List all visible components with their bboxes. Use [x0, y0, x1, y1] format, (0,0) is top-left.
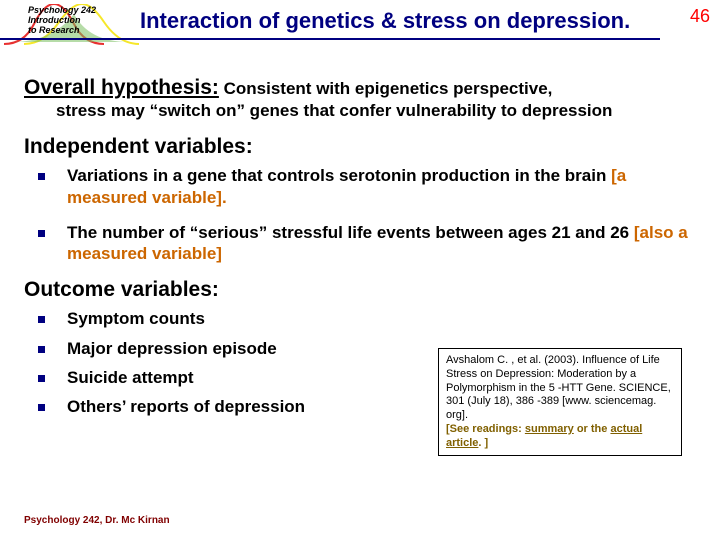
bullet-icon [38, 316, 45, 323]
iv-item-1-text: The number of “serious” stressful life e… [67, 223, 634, 242]
bullet-icon [38, 173, 45, 180]
citation-box: Avshalom C. , et al. (2003). Influence o… [438, 348, 682, 456]
list-item: Symptom counts [24, 308, 694, 329]
hypothesis-section: Overall hypothesis: Consistent with epig… [24, 76, 694, 121]
ov-head: Outcome variables: [24, 278, 694, 302]
bullet-icon [38, 404, 45, 411]
slide-footer: Psychology 242, Dr. Mc Kirnan [24, 515, 170, 526]
bullet-icon [38, 346, 45, 353]
citation-text: Avshalom C. , et al. (2003). Influence o… [446, 354, 671, 421]
list-item: The number of “serious” stressful life e… [24, 222, 694, 265]
hypothesis-head: Overall hypothesis: [24, 76, 219, 99]
title-underline [0, 38, 660, 40]
hypothesis-inline: Consistent with epigenetics perspective, [219, 79, 552, 98]
slide-title: Interaction of genetics & stress on depr… [140, 8, 630, 34]
ov-item-0: Symptom counts [67, 308, 205, 329]
list-item: Variations in a gene that controls serot… [24, 165, 694, 208]
ov-item-3: Others’ reports of depression [67, 396, 305, 417]
bullet-icon [38, 375, 45, 382]
iv-item-0-text: Variations in a gene that controls serot… [67, 166, 611, 185]
iv-head: Independent variables: [24, 135, 694, 159]
citation-see: [See readings: summary or the actual art… [446, 423, 642, 449]
citation-suffix: . ] [478, 437, 488, 449]
citation-link-summary[interactable]: summary [525, 423, 574, 435]
logo-line3: to Research [28, 26, 96, 36]
iv-item-1: The number of “serious” stressful life e… [67, 222, 694, 265]
page-number: 46 [690, 6, 710, 27]
iv-list: Variations in a gene that controls serot… [24, 165, 694, 264]
iv-item-0: Variations in a gene that controls serot… [67, 165, 694, 208]
logo-text: Psychology 242 Introduction to Research [28, 6, 96, 36]
ov-item-2: Suicide attempt [67, 367, 194, 388]
bullet-icon [38, 230, 45, 237]
citation-mid: or the [574, 423, 611, 435]
hypothesis-cont: stress may “switch on” genes that confer… [56, 100, 694, 121]
citation-see-prefix: [See readings: [446, 423, 525, 435]
ov-item-1: Major depression episode [67, 338, 277, 359]
iv-section: Independent variables: Variations in a g… [24, 135, 694, 264]
